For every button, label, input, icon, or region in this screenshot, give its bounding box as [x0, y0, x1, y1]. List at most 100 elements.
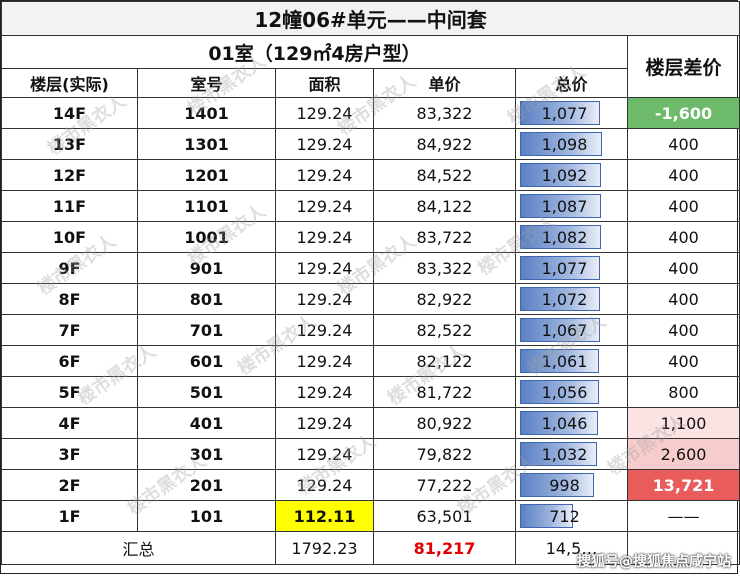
area-cell: 112.11	[275, 500, 374, 532]
floor-cell: 13F	[1, 128, 138, 160]
col-header-price: 单价	[373, 68, 516, 98]
room-cell: 501	[137, 376, 276, 408]
total-price-cell: 1,061	[515, 345, 628, 377]
total-price-value: 1,061	[541, 351, 588, 371]
total-price-bar	[520, 101, 600, 125]
unit-price-cell: 83,322	[373, 97, 516, 129]
table-row: 8F 801 129.24 82,922 1,072 400	[1, 283, 740, 315]
col-header-area: 面积	[275, 68, 374, 98]
table-row: 13F 1301 129.24 84,922 1,098 400	[1, 128, 740, 160]
floor-diff-cell: 400	[626, 128, 740, 160]
unit-price-cell: 82,122	[373, 345, 516, 377]
table-row: 11F 1101 129.24 84,122 1,087 400	[1, 190, 740, 222]
table-row: 10F 1001 129.24 83,722 1,082 400	[1, 221, 740, 253]
total-price-bar	[520, 473, 594, 497]
col-header-total: 总价	[515, 68, 628, 98]
table-row: 3F 301 129.24 79,822 1,032 2,600	[1, 438, 740, 470]
unit-price-cell: 84,922	[373, 128, 516, 160]
total-price-cell: 998	[515, 469, 628, 501]
col-header-floor: 楼层(实际)	[1, 68, 138, 98]
total-price-value: 1,072	[541, 289, 588, 309]
total-price-bar	[520, 442, 597, 466]
area-cell: 129.24	[275, 438, 374, 470]
floor-cell: 2F	[1, 469, 138, 501]
total-price-bar	[520, 411, 598, 435]
floor-diff-cell: 400	[626, 252, 740, 284]
table-row: 7F 701 129.24 82,522 1,067 400	[1, 314, 740, 346]
room-cell: 1201	[137, 159, 276, 191]
unit-price-cell: 83,322	[373, 252, 516, 284]
room-cell: 1001	[137, 221, 276, 253]
area-cell: 129.24	[275, 190, 374, 222]
area-cell: 129.24	[275, 97, 374, 129]
summary-row: 汇总 1792.23 81,217 14,5…	[1, 531, 740, 565]
unit-price-cell: 80,922	[373, 407, 516, 439]
total-price-bar	[520, 318, 600, 342]
total-price-bar	[520, 256, 600, 280]
floor-diff-cell: 400	[626, 159, 740, 191]
table-row: 4F 401 129.24 80,922 1,046 1,100	[1, 407, 740, 439]
room-cell: 801	[137, 283, 276, 315]
area-cell: 129.24	[275, 376, 374, 408]
area-cell: 129.24	[275, 407, 374, 439]
floor-cell: 9F	[1, 252, 138, 284]
floor-diff-cell: 1,100	[626, 407, 740, 439]
area-cell: 129.24	[275, 221, 374, 253]
total-price-cell: 1,077	[515, 97, 628, 129]
area-cell: 129.24	[275, 252, 374, 284]
unit-price-cell: 79,822	[373, 438, 516, 470]
room-cell: 101	[137, 500, 276, 532]
floor-diff-cell: 400	[626, 190, 740, 222]
total-price-cell: 1,072	[515, 283, 628, 315]
total-price-value: 1,098	[541, 134, 588, 154]
total-price-cell: 1,082	[515, 221, 628, 253]
total-price-value: 712	[549, 506, 580, 526]
unit-price-cell: 82,922	[373, 283, 516, 315]
table-row: 2F 201 129.24 77,222 998 13,721	[1, 469, 740, 501]
total-price-cell: 1,056	[515, 376, 628, 408]
total-price-bar	[520, 132, 602, 156]
total-price-cell: 1,067	[515, 314, 628, 346]
floor-diff-cell: -1,600	[626, 97, 740, 129]
total-price-value: 1,032	[541, 444, 588, 464]
total-price-bar	[520, 163, 601, 187]
summary-diff-empty	[626, 531, 740, 565]
total-price-cell: 1,092	[515, 159, 628, 191]
floor-diff-header: 楼层差价	[626, 35, 740, 98]
floor-cell: 14F	[1, 97, 138, 129]
table-row: 14F 1401 129.24 83,322 1,077 -1,600	[1, 97, 740, 129]
room-cell: 901	[137, 252, 276, 284]
total-price-cell: 1,098	[515, 128, 628, 160]
floor-diff-cell: 400	[626, 345, 740, 377]
room-cell: 1301	[137, 128, 276, 160]
price-table: 12幢06#单元——中间套 01室（129㎡4房户型） 楼层差价 楼层(实际) …	[0, 1, 740, 565]
total-price-cell: 1,046	[515, 407, 628, 439]
room-cell: 1101	[137, 190, 276, 222]
unit-price-cell: 77,222	[373, 469, 516, 501]
table-row: 9F 901 129.24 83,322 1,077 400	[1, 252, 740, 284]
summary-total: 14,5…	[515, 531, 628, 565]
table-row: 5F 501 129.24 81,722 1,056 800	[1, 376, 740, 408]
table-title: 12幢06#单元——中间套	[0, 1, 740, 36]
table-row: 12F 1201 129.24 84,522 1,092 400	[1, 159, 740, 191]
area-cell: 129.24	[275, 469, 374, 501]
unit-price-cell: 82,522	[373, 314, 516, 346]
area-cell: 129.24	[275, 314, 374, 346]
floor-cell: 4F	[1, 407, 138, 439]
unit-price-cell: 83,722	[373, 221, 516, 253]
total-price-bar	[520, 287, 600, 311]
table-row: 1F 101 112.11 63,501 712 ——	[1, 500, 740, 532]
unit-price-cell: 84,522	[373, 159, 516, 191]
total-price-bar	[520, 194, 601, 218]
floor-diff-cell: ——	[626, 500, 740, 532]
source-watermark: 搜狐号@搜狐焦点咸宁站	[577, 554, 731, 570]
unit-price-cell: 63,501	[373, 500, 516, 532]
total-price-cell: 1,077	[515, 252, 628, 284]
area-cell: 129.24	[275, 345, 374, 377]
room-cell: 301	[137, 438, 276, 470]
total-price-value: 1,087	[541, 196, 588, 216]
table-row: 6F 601 129.24 82,122 1,061 400	[1, 345, 740, 377]
unit-price-cell: 84,122	[373, 190, 516, 222]
total-price-bar	[520, 349, 599, 373]
